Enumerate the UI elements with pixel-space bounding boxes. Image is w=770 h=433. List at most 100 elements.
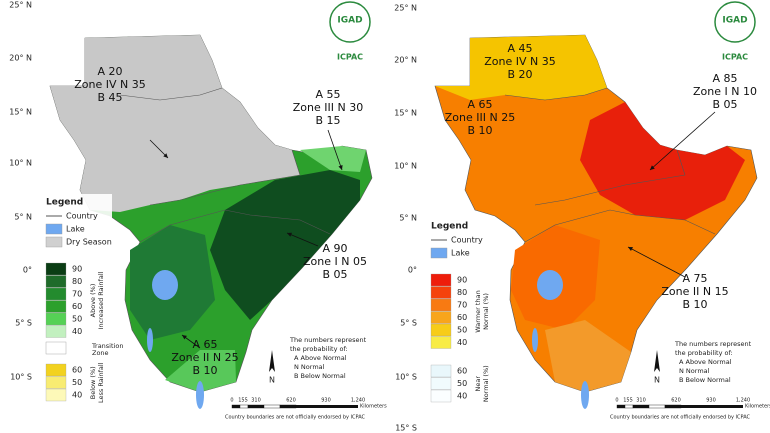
zone-label: A 55 <box>315 88 340 101</box>
legend-swatch <box>45 287 67 301</box>
legend-group-title: Increased Rainfall <box>97 271 105 329</box>
latitude-label: 0° <box>408 266 417 275</box>
legend-swatch <box>45 300 67 313</box>
latitude-label: 5° S <box>400 319 417 328</box>
scale-segment <box>239 404 249 409</box>
scale-unit: Kilometers <box>360 404 387 410</box>
scale-label: 310 <box>636 398 646 404</box>
forecast-area <box>580 102 745 220</box>
legend-tick: 50 <box>72 315 82 324</box>
zone-label: A 75 <box>682 272 707 285</box>
country-border <box>524 209 716 243</box>
map-panel: 25° N 20° N 15° N 10° N 5° N 0° 5° S 10° S 15° S… <box>394 0 770 433</box>
legend-group-title: Normal (%) <box>482 293 490 330</box>
arrow-head <box>182 335 187 340</box>
scale-segment <box>664 404 682 409</box>
legend-swatch <box>45 275 67 288</box>
legend-swatch <box>430 286 452 299</box>
legend-group-title: Above (%) <box>89 284 97 318</box>
zone-label: B 10 <box>682 298 707 311</box>
note-line: The numbers represent <box>289 336 367 344</box>
scale-label: 620 <box>671 398 681 404</box>
legend-tick: 90 <box>457 276 467 285</box>
scale-label: 930 <box>706 398 716 404</box>
note-line: N Normal <box>679 367 710 375</box>
north-arrow <box>654 350 660 372</box>
latitude-label: 10° S <box>10 373 32 382</box>
zone-label: Zone III N 30 <box>293 101 363 114</box>
legend-swatch <box>430 298 452 312</box>
legend-item: Dry Season <box>66 238 112 247</box>
country-border <box>504 87 608 101</box>
latitude-label: 5° N <box>14 213 32 222</box>
legend-swatch <box>45 363 67 377</box>
zone-label: A 65 <box>192 338 217 351</box>
forecast-area <box>165 350 236 392</box>
country-border <box>534 149 686 206</box>
logo-org: ICPAC <box>337 53 363 62</box>
arrow <box>286 232 319 247</box>
arrow-head <box>338 165 343 170</box>
latitude-label: 0° <box>23 266 32 275</box>
scale-rest <box>296 405 358 408</box>
scale-segment <box>231 404 241 409</box>
scale-segment <box>624 404 634 409</box>
legend-title: Legend <box>46 198 83 208</box>
legend-swatch <box>45 388 67 402</box>
zone-label: Zone I N 10 <box>693 85 757 98</box>
legend-item: Lake <box>66 225 85 234</box>
scale-label: 1,240 <box>351 398 365 404</box>
legend-tick: 80 <box>72 277 82 286</box>
arrow-head <box>650 165 655 170</box>
legend-tick: 50 <box>457 326 467 335</box>
latitude-label: 25° N <box>394 4 417 13</box>
latitude-label: 20° N <box>394 56 417 65</box>
zone-label: Zone II N 15 <box>661 285 728 298</box>
scale-segment <box>279 404 297 409</box>
latitude-label: 15° N <box>394 109 417 118</box>
legend-group-title: Below (%) <box>89 366 97 399</box>
legend-tick: 40 <box>457 392 467 401</box>
zone-label: B 10 <box>192 364 217 377</box>
legend-swatch <box>430 323 452 337</box>
lake <box>537 270 563 300</box>
lake <box>532 328 538 352</box>
legend-item: Zone <box>92 349 109 357</box>
map-panel: 25° N 20° N 15° N 10° N 5° N 0° 5° S 10° S IGAD I… <box>9 0 387 433</box>
scale-segment <box>247 404 265 409</box>
arrow <box>649 111 716 171</box>
legend-swatch <box>430 377 452 390</box>
forecast-area <box>435 35 607 100</box>
disclaimer: Country boundaries are not officially en… <box>610 415 751 421</box>
legend-tick: 70 <box>457 301 467 310</box>
legend-swatch <box>45 325 67 338</box>
scale-label: 0 <box>615 398 618 404</box>
note-line: the probability of: <box>675 349 733 357</box>
latitude-label: 5° N <box>399 214 417 223</box>
zone-label: B 20 <box>507 68 532 81</box>
legend-tick: 60 <box>457 313 467 322</box>
arrow-head <box>628 247 633 252</box>
legend-swatch <box>430 389 452 403</box>
legend-swatch <box>430 311 452 324</box>
forecast-area <box>50 35 300 212</box>
legend-tick: 50 <box>457 379 467 388</box>
legend-tick: 40 <box>457 338 467 347</box>
legend-tick: 60 <box>72 302 82 311</box>
note-line: B Below Normal <box>679 376 731 384</box>
latitude-label: 20° N <box>9 54 32 63</box>
legend-swatch <box>45 341 67 355</box>
legend-item: Country <box>451 236 483 245</box>
legend-swatch <box>430 336 452 349</box>
zone-label: B 10 <box>467 124 492 137</box>
legend-tick: 60 <box>72 366 82 375</box>
arrow-head <box>287 232 292 237</box>
latitude-label: 25° N <box>9 1 32 10</box>
zone-label: Zone IV N 35 <box>74 78 146 91</box>
north-label: N <box>654 376 660 385</box>
legend-tick: 90 <box>72 265 82 274</box>
latitude-label: 5° S <box>15 319 32 328</box>
zone-label: Zone IV N 35 <box>484 55 556 68</box>
note-line: B Below Normal <box>294 372 346 380</box>
legend-group-title: Normal (%) <box>482 365 490 402</box>
